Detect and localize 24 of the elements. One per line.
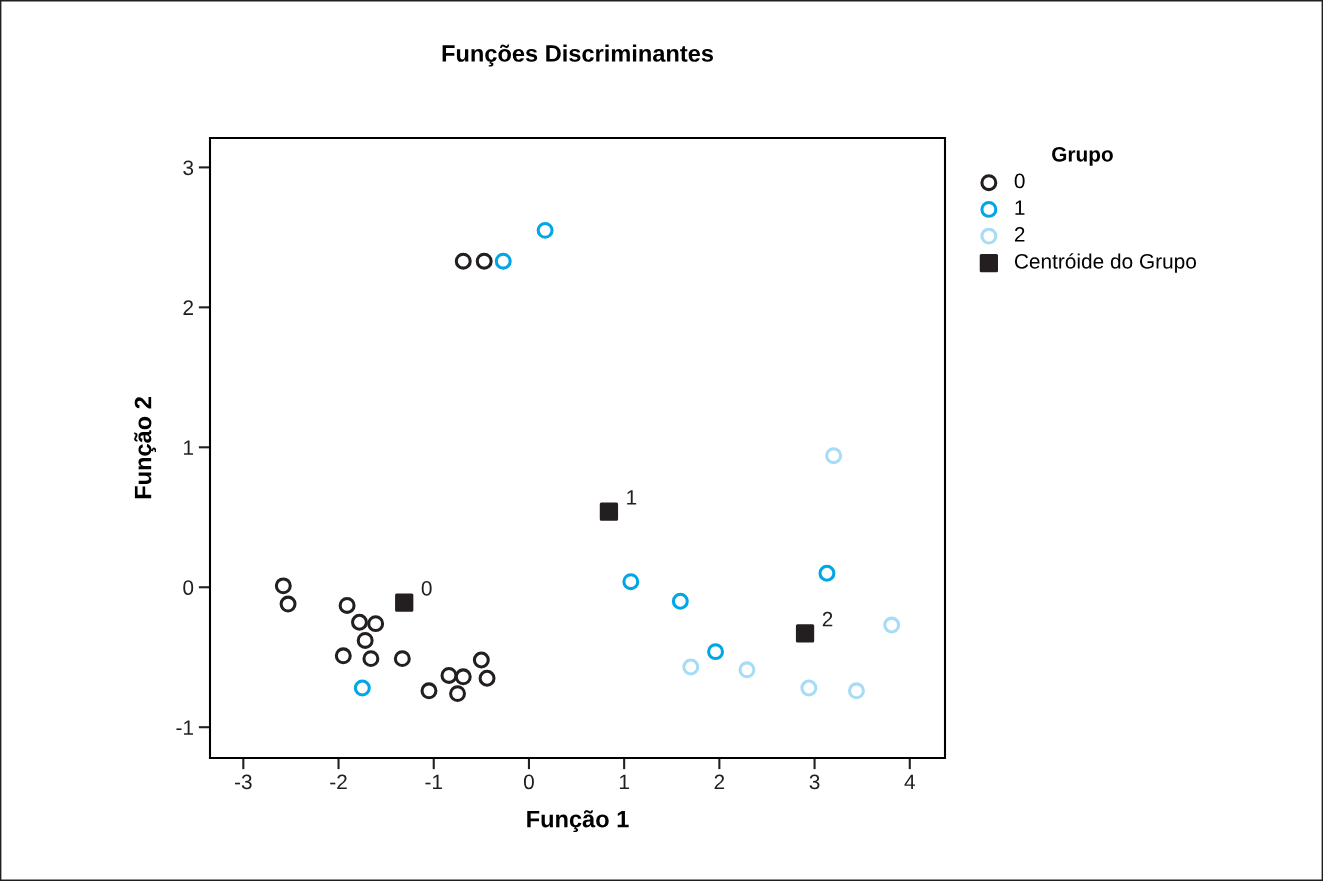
y-tick-label: -1 [176,720,194,735]
annotation: 2 [822,611,833,627]
y-tick-label: 2 [183,300,193,315]
chart-title: Funções Discriminantes [442,44,713,67]
y-axis-title: Função 2 [134,397,157,499]
y-tick-label: 1 [184,440,194,455]
legend-title: Grupo [1052,146,1113,166]
y-tick-label: 3 [183,160,194,176]
x-tick-label: -3 [234,774,252,790]
annotation: 1 [627,490,637,505]
legend-label: 2 [1014,227,1025,242]
legend-label: 0 [1014,173,1025,189]
x-tick-label: 1 [619,774,629,790]
x-axis-title: Função 1 [527,810,629,833]
annotation: 0 [421,581,432,596]
legend-label: Centróide do Grupo [1014,253,1196,273]
x-tick-label: 0 [523,774,534,790]
x-tick-label: -1 [425,774,442,790]
x-tick-label: 3 [809,774,820,790]
legend-label: 1 [1015,200,1025,215]
y-tick-label: 0 [183,580,194,596]
x-tick-label: 2 [714,774,725,790]
x-tick-label: -2 [330,774,347,790]
x-tick-label: 4 [904,774,915,790]
